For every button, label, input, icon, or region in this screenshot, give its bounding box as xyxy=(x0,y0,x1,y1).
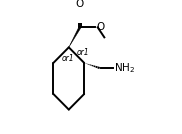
Text: or1: or1 xyxy=(61,54,74,63)
Text: NH$_2$: NH$_2$ xyxy=(114,62,135,75)
Text: O: O xyxy=(96,22,104,32)
Polygon shape xyxy=(69,27,81,47)
Text: O: O xyxy=(76,0,84,9)
Text: or1: or1 xyxy=(77,48,89,57)
